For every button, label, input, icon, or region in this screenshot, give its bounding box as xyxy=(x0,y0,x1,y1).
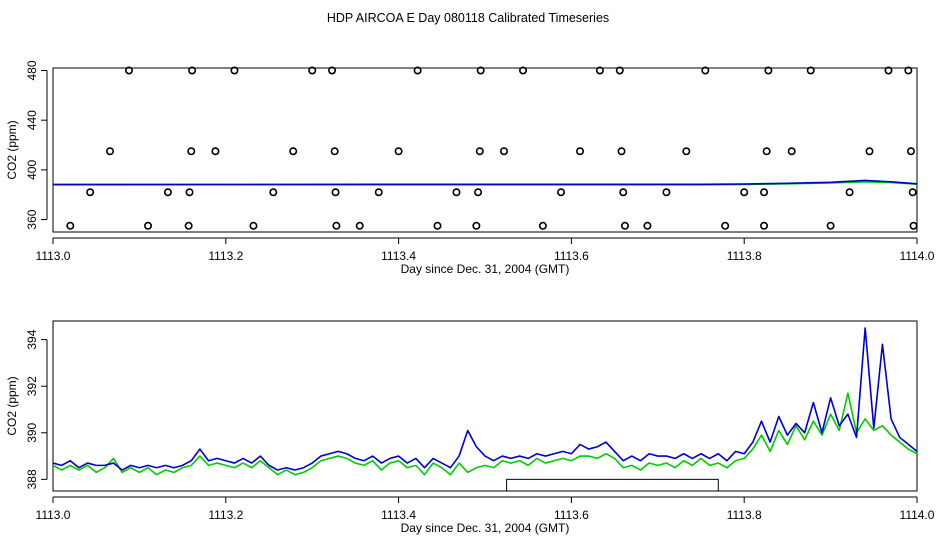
top-data-point xyxy=(682,147,691,156)
top-y-tick-label: 440 xyxy=(25,110,39,130)
top-data-point xyxy=(721,221,730,230)
top-data-point xyxy=(865,147,874,156)
top-data-point xyxy=(472,221,481,230)
top-x-tick-label: 1113.0 xyxy=(36,249,71,263)
bottom-x-tick-label: 1113.0 xyxy=(36,508,71,522)
top-data-point xyxy=(762,147,771,156)
top-y-tick-label: 400 xyxy=(25,160,39,180)
top-data-point xyxy=(355,221,364,230)
top-data-point xyxy=(332,221,341,230)
top-series-line-2 xyxy=(52,179,918,186)
top-data-point xyxy=(184,221,193,230)
top-plot-frame xyxy=(52,67,918,233)
top-data-point xyxy=(330,147,339,156)
top-data-point xyxy=(125,66,134,75)
top-data-point xyxy=(249,221,258,230)
top-data-point xyxy=(764,66,773,75)
top-data-point xyxy=(230,66,239,75)
top-data-point xyxy=(86,188,95,197)
top-x-axis-label: Day since Dec. 31, 2004 (GMT) xyxy=(401,262,570,276)
top-data-point xyxy=(474,188,483,197)
bottom-x-tick-label: 1113.6 xyxy=(554,508,589,522)
top-data-point xyxy=(475,147,484,156)
top-data-point xyxy=(557,188,566,197)
top-data-point xyxy=(787,147,796,156)
top-y-tick-label: 480 xyxy=(25,60,39,80)
top-data-point xyxy=(394,147,403,156)
top-data-point xyxy=(904,66,913,75)
top-x-tick-label: 1113.8 xyxy=(727,249,762,263)
bottom-x-tick-label: 1114.0 xyxy=(900,508,935,522)
top-data-point xyxy=(538,221,547,230)
top-data-point xyxy=(185,188,194,197)
top-data-point xyxy=(760,188,769,197)
top-data-point xyxy=(187,147,196,156)
bottom-x-axis-label: Day since Dec. 31, 2004 (GMT) xyxy=(401,521,570,535)
bottom-y-tick-label: 388 xyxy=(25,469,39,489)
bottom-y-tick-label: 394 xyxy=(25,329,39,349)
top-y-tick-label: 360 xyxy=(25,209,39,229)
top-data-point xyxy=(643,221,652,230)
top-data-point xyxy=(374,188,383,197)
bottom-plot-frame xyxy=(52,320,918,492)
top-data-point xyxy=(576,147,585,156)
top-data-point xyxy=(144,221,153,230)
top-data-point xyxy=(188,66,197,75)
bottom-y-tick-label: 392 xyxy=(25,376,39,396)
top-data-point xyxy=(617,147,626,156)
top-data-point xyxy=(66,221,75,230)
top-x-tick-label: 1114.0 xyxy=(900,249,935,263)
top-y-axis-label: CO2 (ppm) xyxy=(5,120,19,179)
top-data-point xyxy=(906,147,915,156)
top-data-point xyxy=(662,188,671,197)
top-data-point xyxy=(269,188,278,197)
top-data-point xyxy=(908,188,917,197)
top-data-point xyxy=(328,66,337,75)
top-data-point xyxy=(909,221,918,230)
bottom-panel-line: 1113.0 1113.2 1113.4 1113.6 1113.8 1114.0 Day … xyxy=(5,320,935,535)
top-data-point xyxy=(476,66,485,75)
top-data-point xyxy=(413,66,422,75)
bottom-annotation-box xyxy=(506,478,719,492)
top-data-point xyxy=(884,66,893,75)
top-data-point xyxy=(615,66,624,75)
top-data-point xyxy=(806,66,815,75)
top-data-point xyxy=(433,221,442,230)
top-data-point xyxy=(619,188,628,197)
bottom-y-axis-label: CO2 (ppm) xyxy=(5,376,19,435)
top-data-point xyxy=(211,147,220,156)
top-data-point xyxy=(452,188,461,197)
top-data-point xyxy=(289,147,298,156)
bottom-y-tick-label: 390 xyxy=(25,422,39,442)
bottom-series-line-2 xyxy=(52,327,918,471)
top-data-point xyxy=(519,66,528,75)
bottom-x-tick-label: 1113.2 xyxy=(208,508,243,522)
bottom-x-tick-label: 1113.4 xyxy=(381,508,416,522)
top-data-point xyxy=(106,147,115,156)
bottom-x-tick-label: 1113.8 xyxy=(727,508,762,522)
top-data-point xyxy=(826,221,835,230)
bottom-series-line-1 xyxy=(52,392,918,476)
top-data-point xyxy=(620,221,629,230)
top-data-point xyxy=(308,66,317,75)
top-data-point xyxy=(595,66,604,75)
top-x-tick-label: 1113.6 xyxy=(554,249,589,263)
top-x-tick-label: 1113.2 xyxy=(208,249,243,263)
figure-title: HDP AIRCOA E Day 080118 Calibrated Times… xyxy=(327,11,609,25)
top-data-point xyxy=(845,188,854,197)
top-data-point xyxy=(740,188,749,197)
top-data-point xyxy=(331,188,340,197)
top-data-point xyxy=(760,221,769,230)
top-data-point xyxy=(701,66,710,75)
top-x-tick-label: 1113.4 xyxy=(381,249,416,263)
top-panel-scatter: 1113.0 1113.2 1113.4 1113.6 1113.8 1114.0 Day … xyxy=(5,60,935,276)
top-data-point xyxy=(500,147,509,156)
top-data-point xyxy=(163,188,172,197)
